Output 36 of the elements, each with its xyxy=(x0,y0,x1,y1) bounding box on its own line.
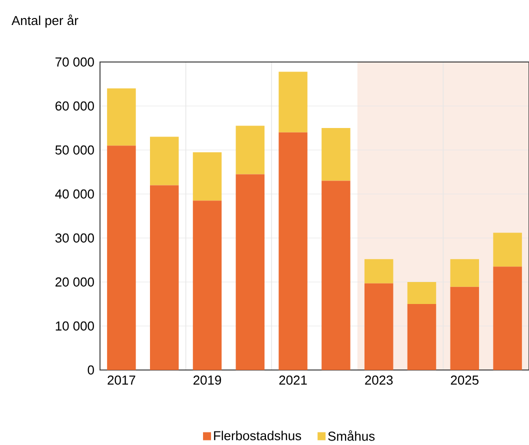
legend-label: Flerbostadshus xyxy=(214,430,302,440)
bar xyxy=(150,185,179,370)
bar xyxy=(236,126,265,174)
bar xyxy=(493,266,522,370)
bar xyxy=(192,200,222,370)
bar xyxy=(236,174,265,370)
bar xyxy=(192,152,222,201)
y-tick-label: 50 000 xyxy=(55,145,94,155)
x-tick-label: 2019 xyxy=(194,376,222,385)
y-tick-label: 60 000 xyxy=(56,101,94,111)
x-tick-label: 2023 xyxy=(365,376,393,385)
bar xyxy=(322,128,350,181)
bar xyxy=(364,259,394,284)
bar xyxy=(107,88,136,146)
y-axis-title: Antal per år xyxy=(12,14,78,28)
y-tick-label: 40 000 xyxy=(55,189,94,199)
bar xyxy=(322,180,350,370)
bar xyxy=(407,304,436,370)
bar xyxy=(364,283,394,370)
y-tick-label: 70 000 xyxy=(56,57,94,67)
y-tick-label: 20 000 xyxy=(56,277,94,287)
bar xyxy=(150,136,179,186)
bar xyxy=(450,259,480,287)
y-tick-label: 10 000 xyxy=(56,321,94,331)
legend-label: Småhus xyxy=(328,430,375,441)
x-tick-label: 2021 xyxy=(279,376,307,385)
bar xyxy=(493,232,522,267)
bar xyxy=(407,282,436,304)
bar xyxy=(107,146,136,370)
bar xyxy=(278,72,308,132)
y-tick-label: 0 xyxy=(88,365,94,375)
y-tick-label: 30 000 xyxy=(55,233,94,243)
bar xyxy=(278,132,308,370)
bar xyxy=(450,286,480,370)
x-tick-label: 2017 xyxy=(108,376,136,385)
x-tick-label: 2025 xyxy=(450,376,479,385)
